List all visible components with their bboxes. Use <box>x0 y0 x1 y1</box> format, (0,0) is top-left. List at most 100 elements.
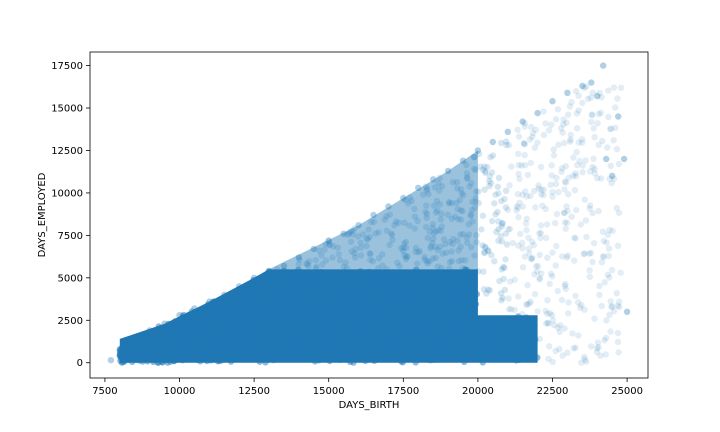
scatter-point <box>214 314 221 321</box>
scatter-point <box>515 214 522 221</box>
scatter-point <box>456 197 464 204</box>
scatter-point <box>544 254 551 261</box>
scatter-point <box>466 348 473 355</box>
scatter-point <box>432 228 439 235</box>
scatter-point <box>432 254 439 261</box>
scatter-point <box>395 272 403 279</box>
scatter-point <box>454 237 461 244</box>
scatter-point <box>357 244 365 251</box>
scatter-point <box>435 180 442 187</box>
scatter-point <box>421 283 428 290</box>
scatter-point <box>579 162 586 169</box>
scatter-point <box>312 265 319 272</box>
scatter-point <box>383 265 390 273</box>
scatter-point <box>480 286 488 293</box>
scatter-point <box>506 182 513 189</box>
scatter-point <box>605 113 612 121</box>
scatter-point <box>442 241 449 248</box>
scatter-point <box>400 247 407 255</box>
scatter-point <box>438 223 445 230</box>
scatter-point <box>342 312 349 319</box>
scatter-point <box>386 241 393 249</box>
scatter-point <box>461 311 468 318</box>
scatter-point <box>471 204 479 211</box>
scatter-point <box>298 284 306 292</box>
scatter-point <box>482 168 489 175</box>
scatter-point <box>319 261 326 268</box>
scatter-point <box>581 84 588 92</box>
scatter-point <box>471 311 478 318</box>
scatter-point <box>317 270 324 277</box>
scatter-point <box>310 245 317 253</box>
scatter-point <box>438 264 445 272</box>
scatter-point <box>348 248 355 255</box>
scatter-point <box>528 123 535 131</box>
scatter-point <box>473 345 480 353</box>
scatter-point <box>545 127 553 134</box>
scatter-point <box>286 349 293 356</box>
scatter-point <box>445 200 453 207</box>
scatter-point <box>587 94 595 101</box>
scatter-point <box>364 236 371 243</box>
scatter-point <box>579 82 586 90</box>
scatter-point <box>370 211 377 219</box>
scatter-point <box>600 237 607 245</box>
scatter-point <box>472 198 479 205</box>
scatter-point <box>534 308 541 315</box>
scatter-point <box>623 308 631 315</box>
scatter-point <box>564 252 571 259</box>
scatter-point <box>577 221 584 228</box>
scatter-point <box>496 328 503 335</box>
scatter-point <box>505 295 512 302</box>
scatter-point <box>271 354 278 361</box>
scatter-point <box>594 345 601 352</box>
scatter-point <box>236 285 243 293</box>
scatter-point <box>500 275 507 283</box>
scatter-point <box>161 320 168 327</box>
scatter-point <box>472 301 480 308</box>
scatter-point <box>340 323 347 331</box>
scatter-point <box>536 251 543 259</box>
scatter-point <box>548 121 555 128</box>
scatter-point <box>298 311 305 318</box>
scatter-point <box>204 301 212 308</box>
scatter-point <box>253 355 260 363</box>
scatter-point <box>572 88 580 95</box>
scatter-point <box>401 252 408 259</box>
scatter-point <box>515 161 522 169</box>
scatter-point <box>421 253 428 261</box>
scatter-point <box>548 172 555 179</box>
scatter-point <box>534 262 542 270</box>
scatter-point <box>535 185 542 192</box>
scatter-point <box>381 216 388 223</box>
scatter-point <box>393 342 400 349</box>
scatter-point <box>527 159 534 167</box>
scatter-point <box>608 125 615 132</box>
scatter-point <box>487 154 494 161</box>
scatter-point <box>499 220 506 227</box>
scatter-point <box>598 94 605 101</box>
scatter-point <box>589 258 596 266</box>
scatter-point <box>180 355 188 362</box>
scatter-point <box>464 295 471 302</box>
scatter-point <box>251 316 258 324</box>
scatter-point <box>454 318 462 326</box>
scatter-point <box>227 358 235 365</box>
scatter-point <box>415 184 422 191</box>
scatter-point <box>393 309 401 316</box>
scatter-point <box>340 263 347 270</box>
scatter-point <box>615 160 623 168</box>
scatter-point <box>479 166 486 173</box>
scatter-point <box>354 283 361 291</box>
scatter-point <box>482 244 489 251</box>
scatter-point <box>270 273 278 280</box>
scatter-point <box>448 215 455 222</box>
scatter-point <box>325 237 332 244</box>
scatter-point <box>560 121 567 128</box>
scatter-point <box>427 321 435 329</box>
scatter-point <box>306 273 313 280</box>
y-tick-label: 15000 <box>51 104 83 115</box>
scatter-point <box>357 298 365 305</box>
scatter-point <box>523 215 530 222</box>
scatter-point <box>515 242 522 249</box>
